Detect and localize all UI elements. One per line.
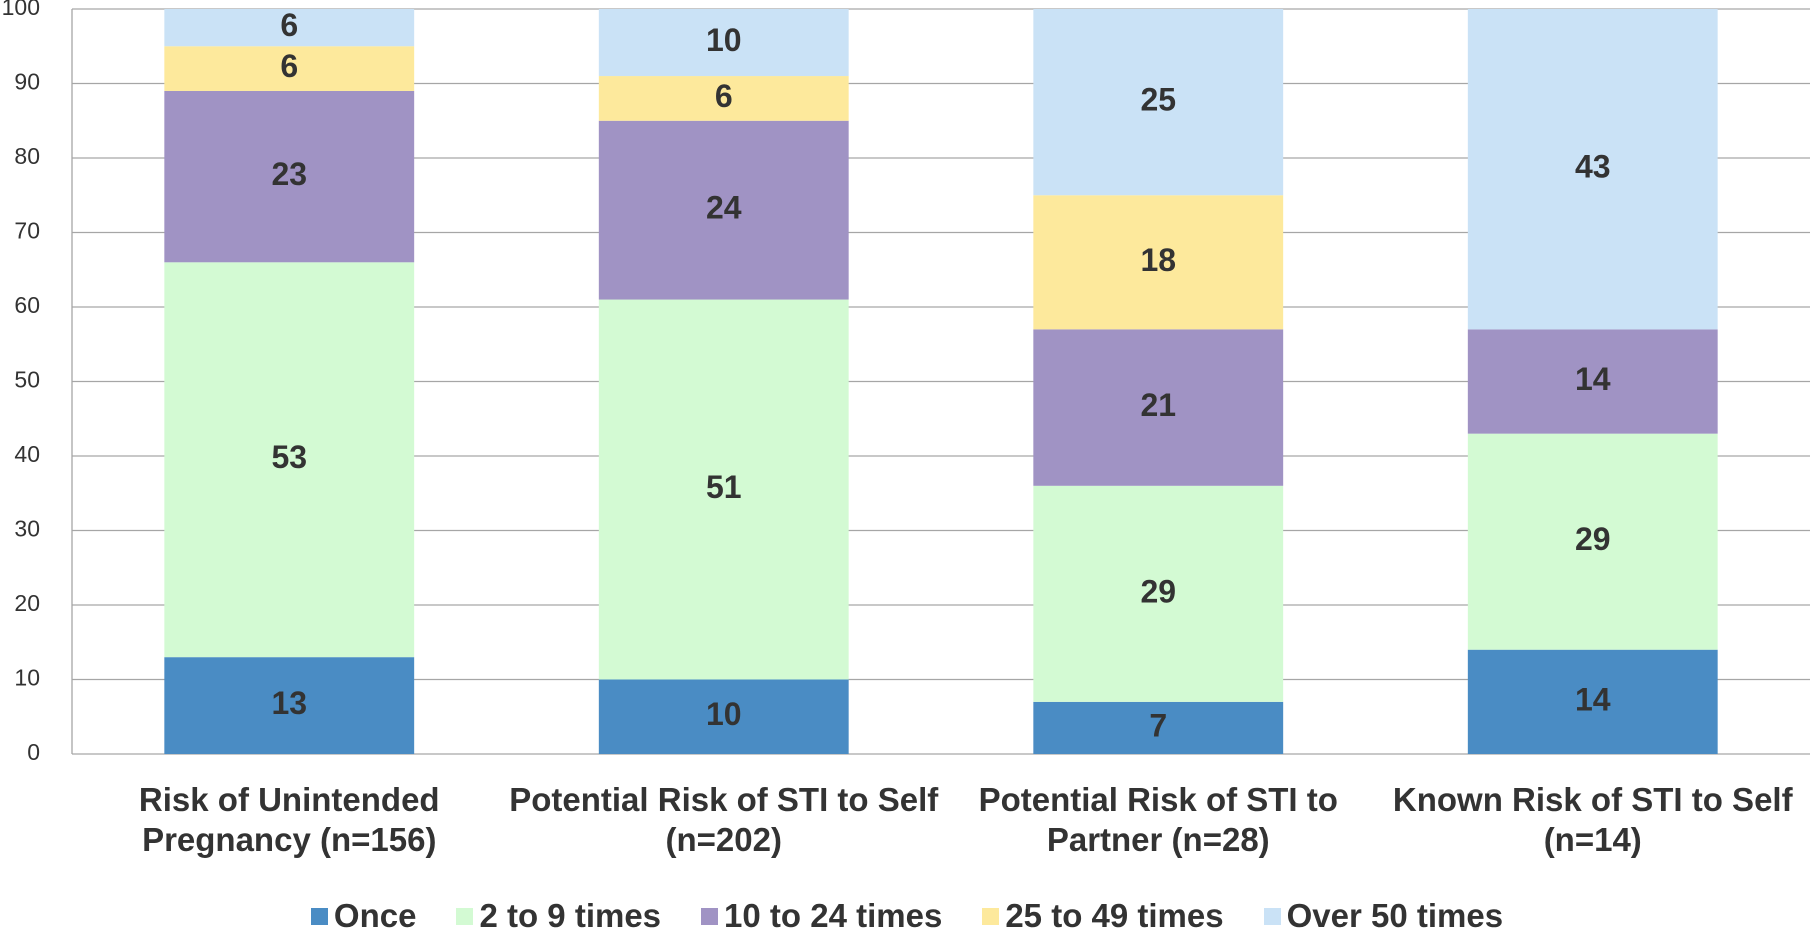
plot: 0 10 20 30 40 50 60 70 80 90 100 13 53 23 6 6 10 51 24 6 10 7… — [2, 0, 1810, 765]
x-tick-label: Known Risk of STI to Self (n=14) — [1392, 781, 1793, 858]
y-tick-label: 0 — [27, 739, 40, 765]
legend-swatch — [701, 907, 719, 925]
bar-segment — [598, 76, 849, 121]
bar-segment — [1467, 433, 1718, 650]
bars — [164, 9, 1718, 754]
bar-segment — [1467, 329, 1718, 434]
legend-label: Once — [333, 897, 417, 934]
legend-swatch — [982, 907, 1000, 925]
bar-segment — [1467, 9, 1718, 330]
legend-item: 25 to 49 times — [982, 897, 1224, 935]
value-label: 6 — [715, 78, 733, 114]
value-label: 21 — [1140, 387, 1176, 423]
x-tick-label: Potential Risk of STI to Partner (n=28) — [978, 781, 1338, 858]
value-label: 18 — [1140, 242, 1176, 278]
bar-segment — [1033, 9, 1284, 196]
value-label: 7 — [1149, 707, 1167, 743]
bar-segment — [164, 657, 415, 754]
y-tick-label: 40 — [14, 441, 40, 467]
legend-item: Once — [310, 897, 417, 935]
bar-segment — [1467, 649, 1718, 754]
bar-segment — [164, 9, 415, 47]
bar-segment — [164, 90, 415, 263]
y-tick-label: 60 — [14, 292, 40, 318]
bar-segment — [1033, 701, 1284, 754]
value-label: 14 — [1575, 361, 1611, 397]
value-label: 53 — [271, 439, 307, 475]
bar-segment — [598, 9, 849, 77]
y-tick-label: 90 — [14, 69, 40, 95]
x-tick-label: Risk of Unintended Pregnancy (n=156) — [138, 781, 440, 858]
legend-item: Over 50 times — [1263, 897, 1504, 935]
legend-label: Over 50 times — [1286, 897, 1504, 934]
legend-item: 10 to 24 times — [701, 897, 942, 935]
legend-label: 25 to 49 times — [1005, 897, 1224, 934]
bar-segment — [164, 46, 415, 91]
value-label: 6 — [280, 48, 298, 84]
legend-swatch — [1263, 907, 1281, 925]
value-label: 29 — [1140, 573, 1176, 609]
legend-label: 10 to 24 times — [724, 897, 943, 934]
value-label: 24 — [706, 190, 742, 226]
y-tick-label: 30 — [14, 516, 40, 542]
y-tick-label: 20 — [14, 590, 40, 616]
bar-segment — [1033, 485, 1284, 702]
y-tick-label: 80 — [14, 143, 40, 169]
value-label: 14 — [1575, 681, 1611, 717]
x-tick-label: Potential Risk of STI to Self (n=202) — [509, 781, 939, 858]
legend-swatch — [310, 907, 328, 925]
y-tick-label: 50 — [14, 367, 40, 393]
y-tick-label: 70 — [14, 218, 40, 244]
bar-segment — [598, 679, 849, 754]
legend: Once 2 to 9 times 10 to 24 times 25 to 49 t… — [0, 897, 1814, 935]
value-label: 6 — [280, 7, 298, 43]
legend-swatch — [456, 907, 474, 925]
bar-segment — [598, 299, 849, 680]
value-label: 29 — [1575, 521, 1611, 557]
value-label: 23 — [271, 156, 307, 192]
legend-item: 2 to 9 times — [456, 897, 661, 935]
value-label: 10 — [706, 696, 742, 732]
bar-segment — [1033, 329, 1284, 486]
value-label: 51 — [706, 469, 742, 505]
y-tick-label: 100 — [2, 0, 40, 20]
value-label: 10 — [706, 22, 742, 58]
bar-segment — [1033, 195, 1284, 330]
value-label: 43 — [1575, 149, 1611, 185]
bar-segment — [164, 262, 415, 658]
value-label: 13 — [271, 685, 307, 721]
bar-segment — [598, 120, 849, 300]
value-label: 25 — [1140, 82, 1176, 118]
legend-label: 2 to 9 times — [479, 897, 662, 934]
y-tick-label: 10 — [14, 665, 40, 691]
